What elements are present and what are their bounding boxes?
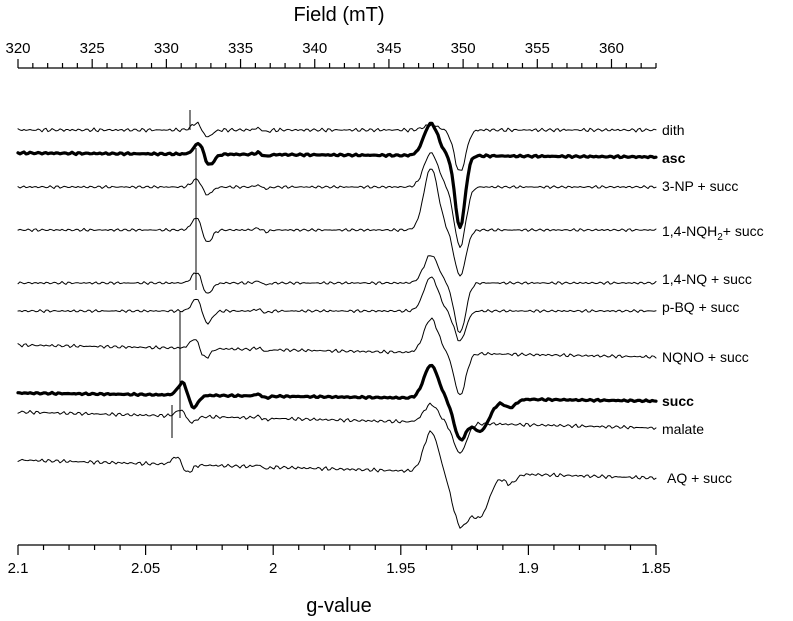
label-dith: dith [662,122,685,138]
trace-succ [16,363,658,442]
label-3np-succ: 3-NP + succ [662,178,738,194]
top-axis-ticks: 320 325 330 335 340 345 350 355 360 [5,40,657,68]
label-malate: malate [662,421,704,437]
top-tick-label: 335 [228,40,253,57]
bottom-tick-label: 2 [269,560,277,577]
label-14nqh2-sub: 2 [717,232,723,243]
label-asc: asc [662,150,686,166]
bottom-tick-label: 2.05 [131,560,160,577]
trace-3-np-succ [17,152,657,248]
top-tick-label: 355 [525,40,550,57]
top-axis-title: Field (mT) [293,4,384,26]
trace-malate [17,402,657,454]
label-14nqh2-rest: + succ [723,223,764,239]
bottom-tick-label: 1.95 [386,560,415,577]
bottom-axis-title: g-value [306,595,372,617]
top-tick-label: 345 [376,40,401,57]
label-pbq-succ: p-BQ + succ [662,299,739,315]
label-nqno-succ: NQNO + succ [662,349,749,365]
bottom-tick-label: 1.9 [518,560,539,577]
trace-nqno-succ [17,317,657,396]
top-tick-label: 330 [154,40,179,57]
trace-dith [17,121,657,171]
bottom-tick-label: 2.1 [8,560,29,577]
trace-asc [16,121,658,230]
g-value-markers [171,110,197,438]
bottom-tick-label: 1.85 [641,560,670,577]
trace-aq-succ [17,430,657,529]
label-14nqh2-main: 1,4-NQH [662,223,717,239]
label-succ: succ [662,393,694,409]
top-tick-label: 340 [302,40,327,57]
label-aq-succ: AQ + succ [667,470,732,486]
bottom-axis-ticks: 2.1 2.05 2 1.95 1.9 1.85 [8,545,671,577]
trace-1-4-nqh2-succ [17,168,657,277]
spectra-traces [16,121,658,529]
top-tick-label: 350 [451,40,476,57]
top-tick-label: 320 [5,40,30,57]
top-tick-label: 325 [80,40,105,57]
label-14nq-succ: 1,4-NQ + succ [662,271,752,287]
top-tick-label: 360 [599,40,624,57]
trace-p-bq-succ [17,276,657,342]
trace-labels: dith asc 3-NP + succ 1,4-NQH2+ succ 1,4-… [662,122,764,486]
label-14nqh2-succ: 1,4-NQH2+ succ [662,223,764,243]
trace-1-4-nq-succ [17,255,657,334]
